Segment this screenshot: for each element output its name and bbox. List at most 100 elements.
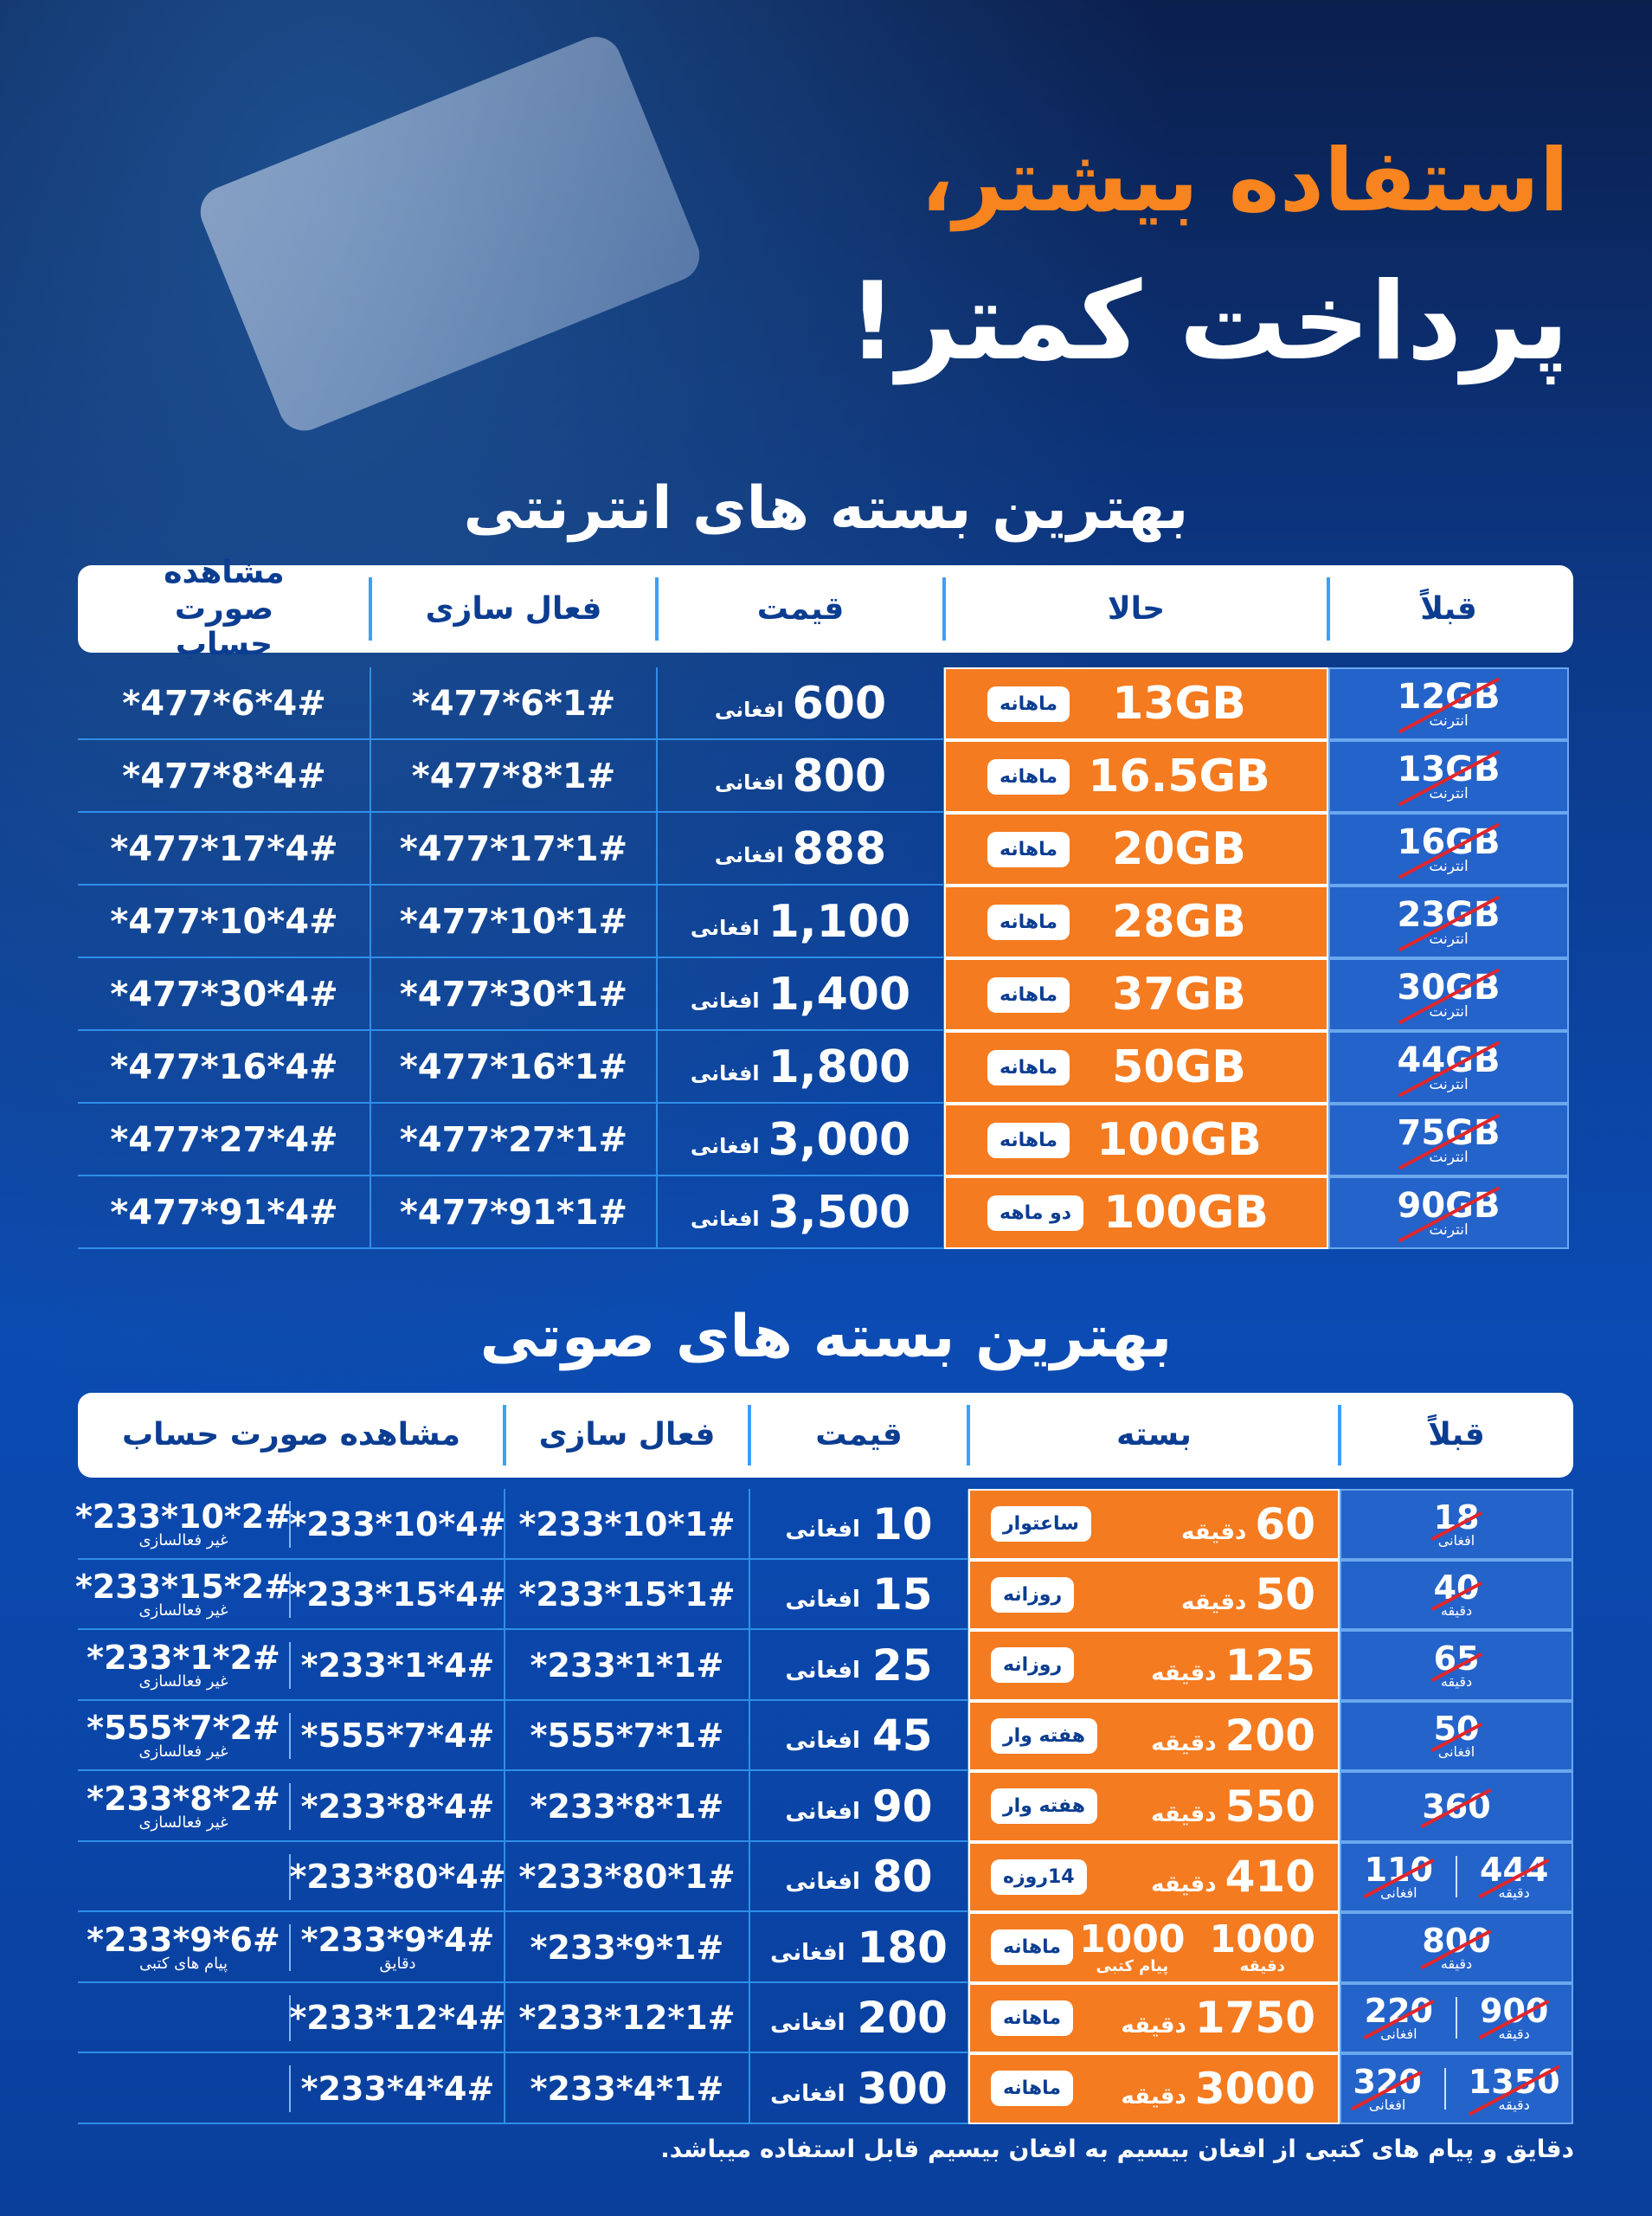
package-unit: دقیقه bbox=[1121, 2013, 1186, 2039]
activate-cell: *477*10*1# bbox=[370, 886, 657, 958]
now-value: 28GB bbox=[1112, 896, 1246, 948]
row-divider bbox=[78, 738, 1569, 740]
balance-cell: *233*9*4# دقایق bbox=[291, 1912, 505, 1983]
extra-code: *233*8*2# bbox=[87, 1779, 280, 1818]
before-value: 110 افغانی bbox=[1365, 1853, 1433, 1900]
balance-cell: *233*15*4# bbox=[289, 1560, 505, 1631]
now-cell: 16.5GB ماهانه bbox=[944, 740, 1328, 813]
header-bar bbox=[78, 565, 1573, 653]
before-note: انترنت bbox=[1429, 1148, 1469, 1166]
row-divider bbox=[78, 1910, 1573, 1912]
activate-code: *477*91*1# bbox=[399, 1193, 628, 1233]
package-item: 410 دقیقه bbox=[1151, 1852, 1315, 1902]
col-divider bbox=[504, 1630, 505, 1701]
period-badge: ماهانه bbox=[987, 831, 1070, 867]
before-amount: 12GB bbox=[1397, 676, 1501, 717]
period-badge: ماهانه bbox=[991, 2071, 1073, 2107]
before-cell: 40 دقیقه bbox=[1340, 1559, 1573, 1630]
col-divider bbox=[370, 1104, 371, 1176]
col-divider bbox=[370, 667, 371, 740]
package: 1000 دقیقه 1000 پیام کتبی bbox=[1079, 1920, 1315, 1974]
extra-note: غیر فعالسازی bbox=[138, 1601, 228, 1620]
activate-cell: *555*7*1# bbox=[505, 1701, 749, 1772]
before-cell: 444 دقیقه 110 افغانی bbox=[1340, 1841, 1573, 1912]
price-cell: 3,500 افغانی bbox=[657, 1176, 944, 1249]
col-divider bbox=[504, 1982, 505, 2053]
header-label: قیمت bbox=[815, 1417, 903, 1453]
before-value: 1350 دقیقه bbox=[1469, 2065, 1560, 2112]
before-value: 16GB انترنت bbox=[1398, 825, 1501, 874]
package-cell: 1750 دقیقه ماهانه bbox=[968, 1982, 1340, 2053]
activate-cell: *477*91*1# bbox=[370, 1176, 657, 1249]
package-amount: 550 bbox=[1225, 1781, 1315, 1832]
before-cell: 65 دقیقه bbox=[1340, 1630, 1573, 1701]
price-cell: 180 افغانی bbox=[749, 1912, 968, 1983]
activate-code: *477*30*1# bbox=[399, 975, 628, 1015]
row-divider bbox=[78, 1628, 1573, 1630]
col-divider bbox=[370, 1031, 371, 1104]
price: 45 bbox=[871, 1710, 933, 1762]
header-divider bbox=[369, 577, 372, 641]
currency: افغانی bbox=[770, 2080, 845, 2107]
currency: افغانی bbox=[690, 1207, 760, 1231]
period-badge: ماهانه bbox=[987, 758, 1070, 795]
header-label: فعال سازی bbox=[425, 590, 602, 627]
now-value: 50GB bbox=[1112, 1041, 1246, 1093]
before-amount: 18 bbox=[1433, 1498, 1480, 1536]
activate-cell: *477*17*1# bbox=[370, 813, 657, 886]
before-value: 30GB انترنت bbox=[1398, 970, 1501, 1020]
activate-cell: *233*15*1# bbox=[505, 1560, 749, 1631]
before-unit: دقیقه bbox=[1440, 1672, 1473, 1690]
extra-code: *555*7*2# bbox=[87, 1709, 280, 1748]
before-amount: 40 bbox=[1433, 1569, 1480, 1607]
header-divider bbox=[655, 577, 659, 641]
row-divider bbox=[78, 1698, 1573, 1701]
col-divider bbox=[504, 1489, 505, 1560]
extra-note: پیام های کتبی bbox=[139, 1954, 228, 1973]
balance-code: *477*10*4# bbox=[110, 902, 338, 942]
package-amount: 50 bbox=[1255, 1569, 1315, 1620]
price-cell: 3,000 افغانی bbox=[657, 1104, 944, 1176]
price: 800 bbox=[792, 750, 887, 802]
package-item: 50 دقیقه bbox=[1181, 1569, 1315, 1620]
col-divider bbox=[656, 740, 658, 813]
before-amount: 65 bbox=[1433, 1639, 1480, 1678]
before-unit: دقیقه bbox=[1440, 1602, 1473, 1620]
price-cell: 800 افغانی bbox=[657, 740, 944, 813]
col-divider bbox=[749, 2053, 750, 2124]
package: 3000 دقیقه bbox=[1121, 2064, 1315, 2114]
price-cell: 45 افغانی bbox=[749, 1701, 968, 1772]
price-cell: 90 افغانی bbox=[749, 1771, 968, 1842]
before-cell: 18 افغانی bbox=[1340, 1489, 1573, 1560]
price: 1,100 bbox=[768, 896, 911, 948]
balance-cell: *477*91*4# bbox=[78, 1176, 370, 1249]
activate-cell: *233*4*1# bbox=[505, 2053, 749, 2124]
extra-code: *233*15*2# bbox=[74, 1568, 292, 1607]
period-badge: دو ماهه bbox=[987, 1195, 1084, 1231]
now-value: 16.5GB bbox=[1088, 750, 1270, 802]
before-value: 220 افغانی bbox=[1365, 1994, 1433, 2041]
activate-code: *233*15*1# bbox=[518, 1575, 736, 1614]
balance-cell: *233*12*4# bbox=[289, 1983, 505, 2054]
before-amount: 16GB bbox=[1397, 821, 1501, 862]
package-cell: 60 دقیقه ساعتوار bbox=[968, 1489, 1340, 1560]
header-divider bbox=[1327, 577, 1330, 641]
activate-code: *555*7*1# bbox=[530, 1717, 724, 1755]
currency: افغانی bbox=[770, 2010, 845, 2037]
before-cell: 75GB انترنت bbox=[1328, 1104, 1569, 1176]
row-divider bbox=[78, 884, 1569, 886]
now-cell: 37GB ماهانه bbox=[944, 958, 1328, 1031]
before-value: 40 دقیقه bbox=[1434, 1571, 1480, 1618]
before-value: 18 افغانی bbox=[1434, 1501, 1480, 1548]
price: 1,800 bbox=[768, 1041, 911, 1093]
now-value: 37GB bbox=[1112, 969, 1246, 1021]
before-value: 800 دقیقه bbox=[1422, 1924, 1490, 1971]
col-divider bbox=[289, 1501, 291, 1548]
package-cell: 200 دقیقه هفته وار bbox=[968, 1700, 1340, 1771]
row-divider bbox=[78, 1981, 1573, 1983]
period-badge: ماهانه bbox=[987, 976, 1070, 1013]
balance-cell: *477*10*4# bbox=[78, 886, 370, 958]
package-item: 125 دقیقه bbox=[1151, 1640, 1315, 1691]
price: 15 bbox=[871, 1569, 933, 1620]
